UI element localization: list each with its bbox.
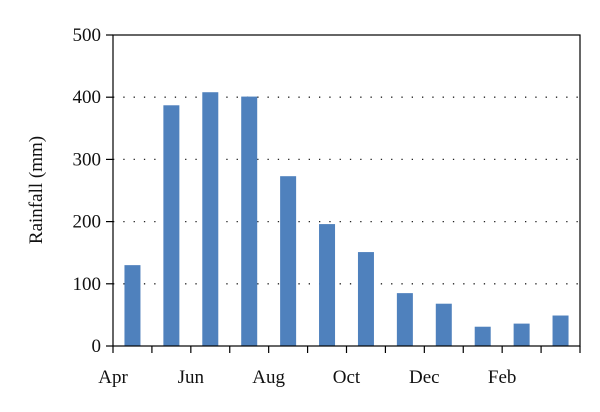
x-axis-ticks: Apr Jun Aug Oct Dec Feb — [98, 346, 581, 388]
y-tick-label: 400 — [73, 87, 102, 108]
plot-area-frame — [112, 34, 581, 347]
x-tick-label: Jun — [178, 367, 205, 388]
bar-mar — [552, 315, 569, 346]
bar-dec — [435, 303, 452, 346]
bar-jul — [241, 96, 258, 346]
x-tick-label: Feb — [488, 367, 517, 388]
bar-nov — [396, 293, 413, 346]
gridlines — [113, 96, 580, 285]
y-axis-ticks: 0 100 200 300 400 500 — [73, 25, 113, 357]
y-axis-title: Rainfall (mm) — [26, 136, 47, 244]
x-tick-label: Dec — [409, 367, 440, 388]
bar-oct — [357, 252, 374, 346]
x-tick-label: Apr — [98, 367, 128, 388]
y-tick-label: 200 — [73, 212, 102, 233]
bar-sep — [319, 224, 336, 346]
bars — [124, 92, 569, 346]
bar-feb — [513, 323, 530, 346]
bar-jan — [474, 326, 491, 346]
y-tick-label: 300 — [73, 149, 102, 170]
bar-apr — [124, 265, 141, 346]
x-tick-label: Oct — [333, 367, 361, 388]
y-tick-label: 100 — [73, 274, 102, 295]
y-tick-label: 500 — [73, 25, 102, 46]
bar-jun — [202, 92, 219, 346]
bar-aug — [280, 176, 297, 346]
y-tick-label: 0 — [92, 336, 102, 357]
x-tick-label: Aug — [252, 367, 285, 388]
bar-may — [163, 105, 180, 346]
